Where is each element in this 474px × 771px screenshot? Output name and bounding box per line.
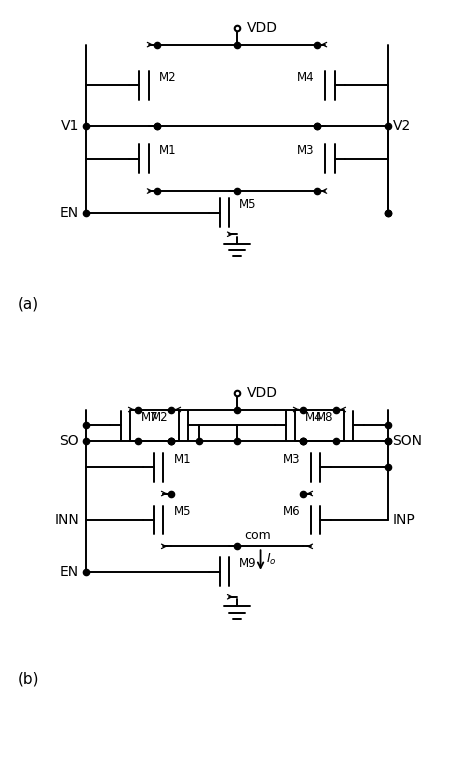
- Text: EN: EN: [60, 564, 79, 578]
- Text: M7: M7: [140, 411, 158, 424]
- Text: INP: INP: [392, 513, 415, 527]
- Text: M4: M4: [305, 411, 323, 424]
- Text: VDD: VDD: [246, 21, 277, 35]
- Text: M2: M2: [151, 411, 169, 424]
- Text: M2: M2: [159, 71, 177, 84]
- Text: M8: M8: [316, 411, 334, 424]
- Text: M9: M9: [239, 557, 257, 570]
- Text: M1: M1: [173, 453, 191, 466]
- Text: VDD: VDD: [246, 386, 277, 399]
- Text: M3: M3: [297, 144, 315, 157]
- Text: M4: M4: [297, 71, 315, 84]
- Text: M3: M3: [283, 453, 301, 466]
- Text: INN: INN: [55, 513, 79, 527]
- Text: SON: SON: [392, 434, 422, 448]
- Text: SO: SO: [60, 434, 79, 448]
- Text: M1: M1: [159, 144, 177, 157]
- Text: $I_o$: $I_o$: [266, 552, 277, 567]
- Text: M5: M5: [173, 506, 191, 519]
- Text: com: com: [244, 529, 271, 541]
- Text: (b): (b): [18, 672, 39, 686]
- Text: M5: M5: [239, 198, 257, 211]
- Text: EN: EN: [60, 206, 79, 220]
- Text: V2: V2: [392, 120, 411, 133]
- Text: V1: V1: [61, 120, 79, 133]
- Text: M6: M6: [283, 506, 301, 519]
- Text: (a): (a): [18, 297, 39, 311]
